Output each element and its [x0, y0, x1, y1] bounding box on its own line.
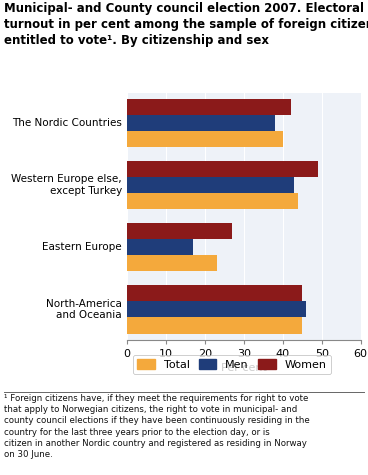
Bar — [127, 317, 302, 333]
Bar — [127, 161, 318, 177]
Bar — [127, 53, 271, 68]
Bar — [127, 68, 275, 85]
Text: ¹ Foreign citizens have, if they meet the requirements for right to vote
that ap: ¹ Foreign citizens have, if they meet th… — [4, 394, 309, 459]
Bar — [127, 364, 236, 380]
X-axis label: Per cent: Per cent — [221, 363, 267, 373]
Bar — [127, 239, 193, 255]
Bar — [127, 115, 275, 131]
Bar — [127, 193, 298, 209]
Bar — [127, 37, 279, 53]
Bar — [127, 255, 216, 271]
Bar — [127, 131, 283, 147]
Bar — [127, 99, 291, 115]
Bar — [127, 177, 294, 193]
Bar — [127, 285, 302, 302]
Legend: Total, Men, Women: Total, Men, Women — [133, 355, 331, 374]
Bar — [127, 223, 232, 239]
Bar — [127, 302, 306, 317]
Bar — [127, 380, 240, 396]
Bar — [127, 348, 244, 364]
Text: Municipal- and County council election 2007. Electoral
turnout in per cent among: Municipal- and County council election 2… — [4, 2, 368, 48]
